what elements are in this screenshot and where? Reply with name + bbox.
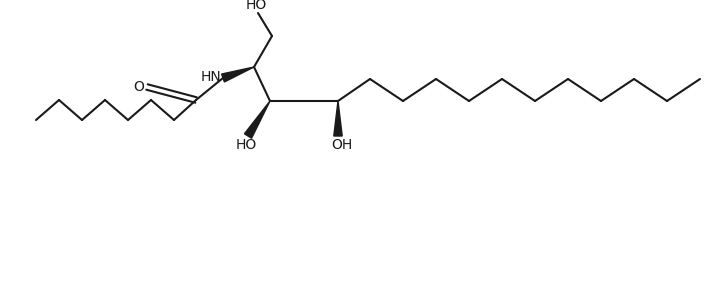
Polygon shape [333,101,342,136]
Polygon shape [221,67,254,82]
Text: O: O [133,80,144,94]
Polygon shape [245,101,270,138]
Text: HO: HO [245,0,266,12]
Text: OH: OH [331,138,352,152]
Text: HO: HO [235,138,257,152]
Text: HN: HN [200,70,221,84]
